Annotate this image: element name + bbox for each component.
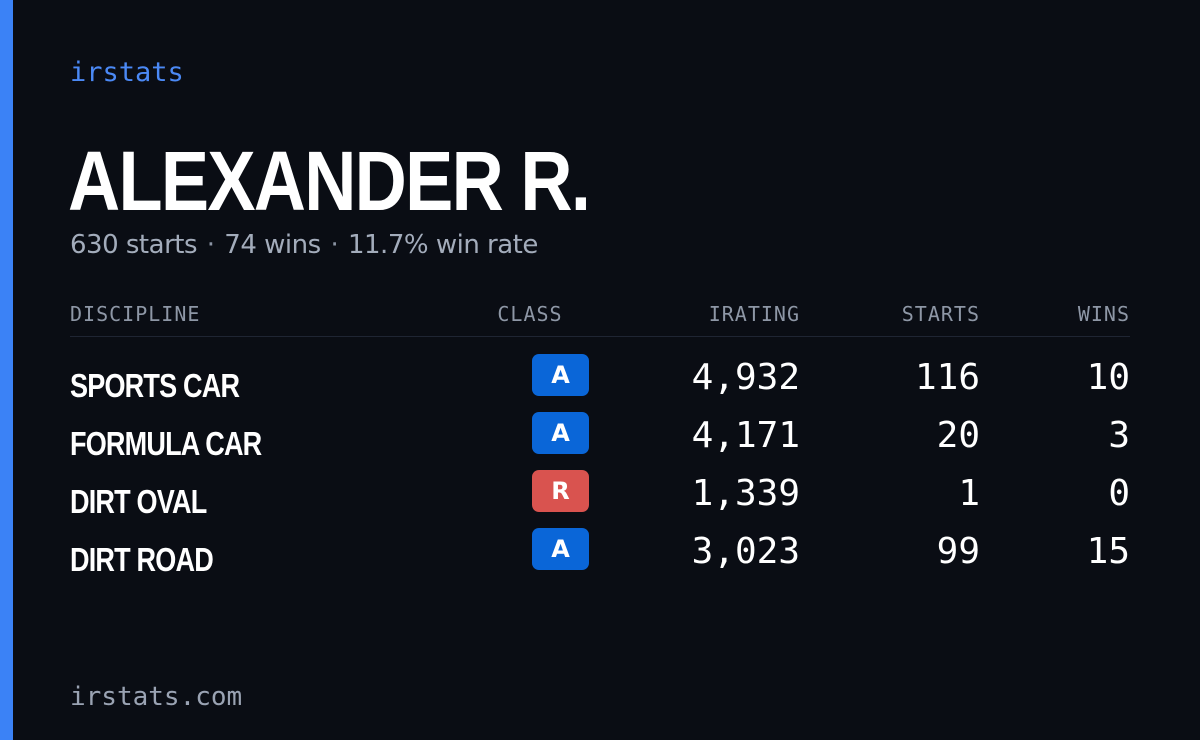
starts-value: 99 <box>936 531 980 572</box>
discipline-name: DIRT ROAD <box>70 541 214 578</box>
wins-value: 15 <box>1086 531 1130 572</box>
class-badge: A <box>532 528 589 570</box>
player-name: ALEXANDER R. <box>68 134 591 228</box>
summary-separator: · <box>330 230 339 260</box>
wins-value: 3 <box>1108 415 1130 456</box>
table-row: SPORTS CAR A 4,932 116 10 <box>70 350 1130 408</box>
summary-wins: 74 wins <box>224 230 321 260</box>
summary-win-rate: 11.7% win rate <box>347 230 538 260</box>
header-irating: IRATING <box>708 302 800 326</box>
table-row: DIRT ROAD A 3,023 99 15 <box>70 524 1130 582</box>
discipline-name: DIRT OVAL <box>70 483 207 520</box>
header-wins: WINS <box>1077 302 1130 326</box>
footer-url: irstats.com <box>70 682 243 712</box>
table-header: DISCIPLINE CLASS IRATING STARTS WINS <box>70 298 1130 337</box>
wins-value: 0 <box>1108 473 1130 514</box>
class-badge: R <box>532 470 589 512</box>
summary-starts: 630 starts <box>70 230 198 260</box>
starts-value: 20 <box>936 415 980 456</box>
discipline-table: SPORTS CAR A 4,932 116 10 FORMULA CAR A … <box>70 350 1130 582</box>
header-starts: STARTS <box>901 302 980 326</box>
brand-logo-text: irstats <box>70 57 184 88</box>
table-row: DIRT OVAL R 1,339 1 0 <box>70 466 1130 524</box>
irating-value: 4,171 <box>691 415 800 456</box>
starts-value: 116 <box>914 357 980 398</box>
irating-value: 4,932 <box>691 357 800 398</box>
header-class: CLASS <box>497 302 563 326</box>
class-badge: A <box>532 412 589 454</box>
class-badge: A <box>532 354 589 396</box>
discipline-name: FORMULA CAR <box>70 425 262 462</box>
stats-summary: 630 starts · 74 wins · 11.7% win rate <box>70 228 538 262</box>
header-discipline: DISCIPLINE <box>70 302 201 326</box>
starts-value: 1 <box>958 473 980 514</box>
irating-value: 3,023 <box>691 531 800 572</box>
summary-separator: · <box>206 230 215 260</box>
irating-value: 1,339 <box>691 473 800 514</box>
table-row: FORMULA CAR A 4,171 20 3 <box>70 408 1130 466</box>
discipline-name: SPORTS CAR <box>70 367 240 404</box>
accent-bar <box>0 0 13 740</box>
wins-value: 10 <box>1086 357 1130 398</box>
